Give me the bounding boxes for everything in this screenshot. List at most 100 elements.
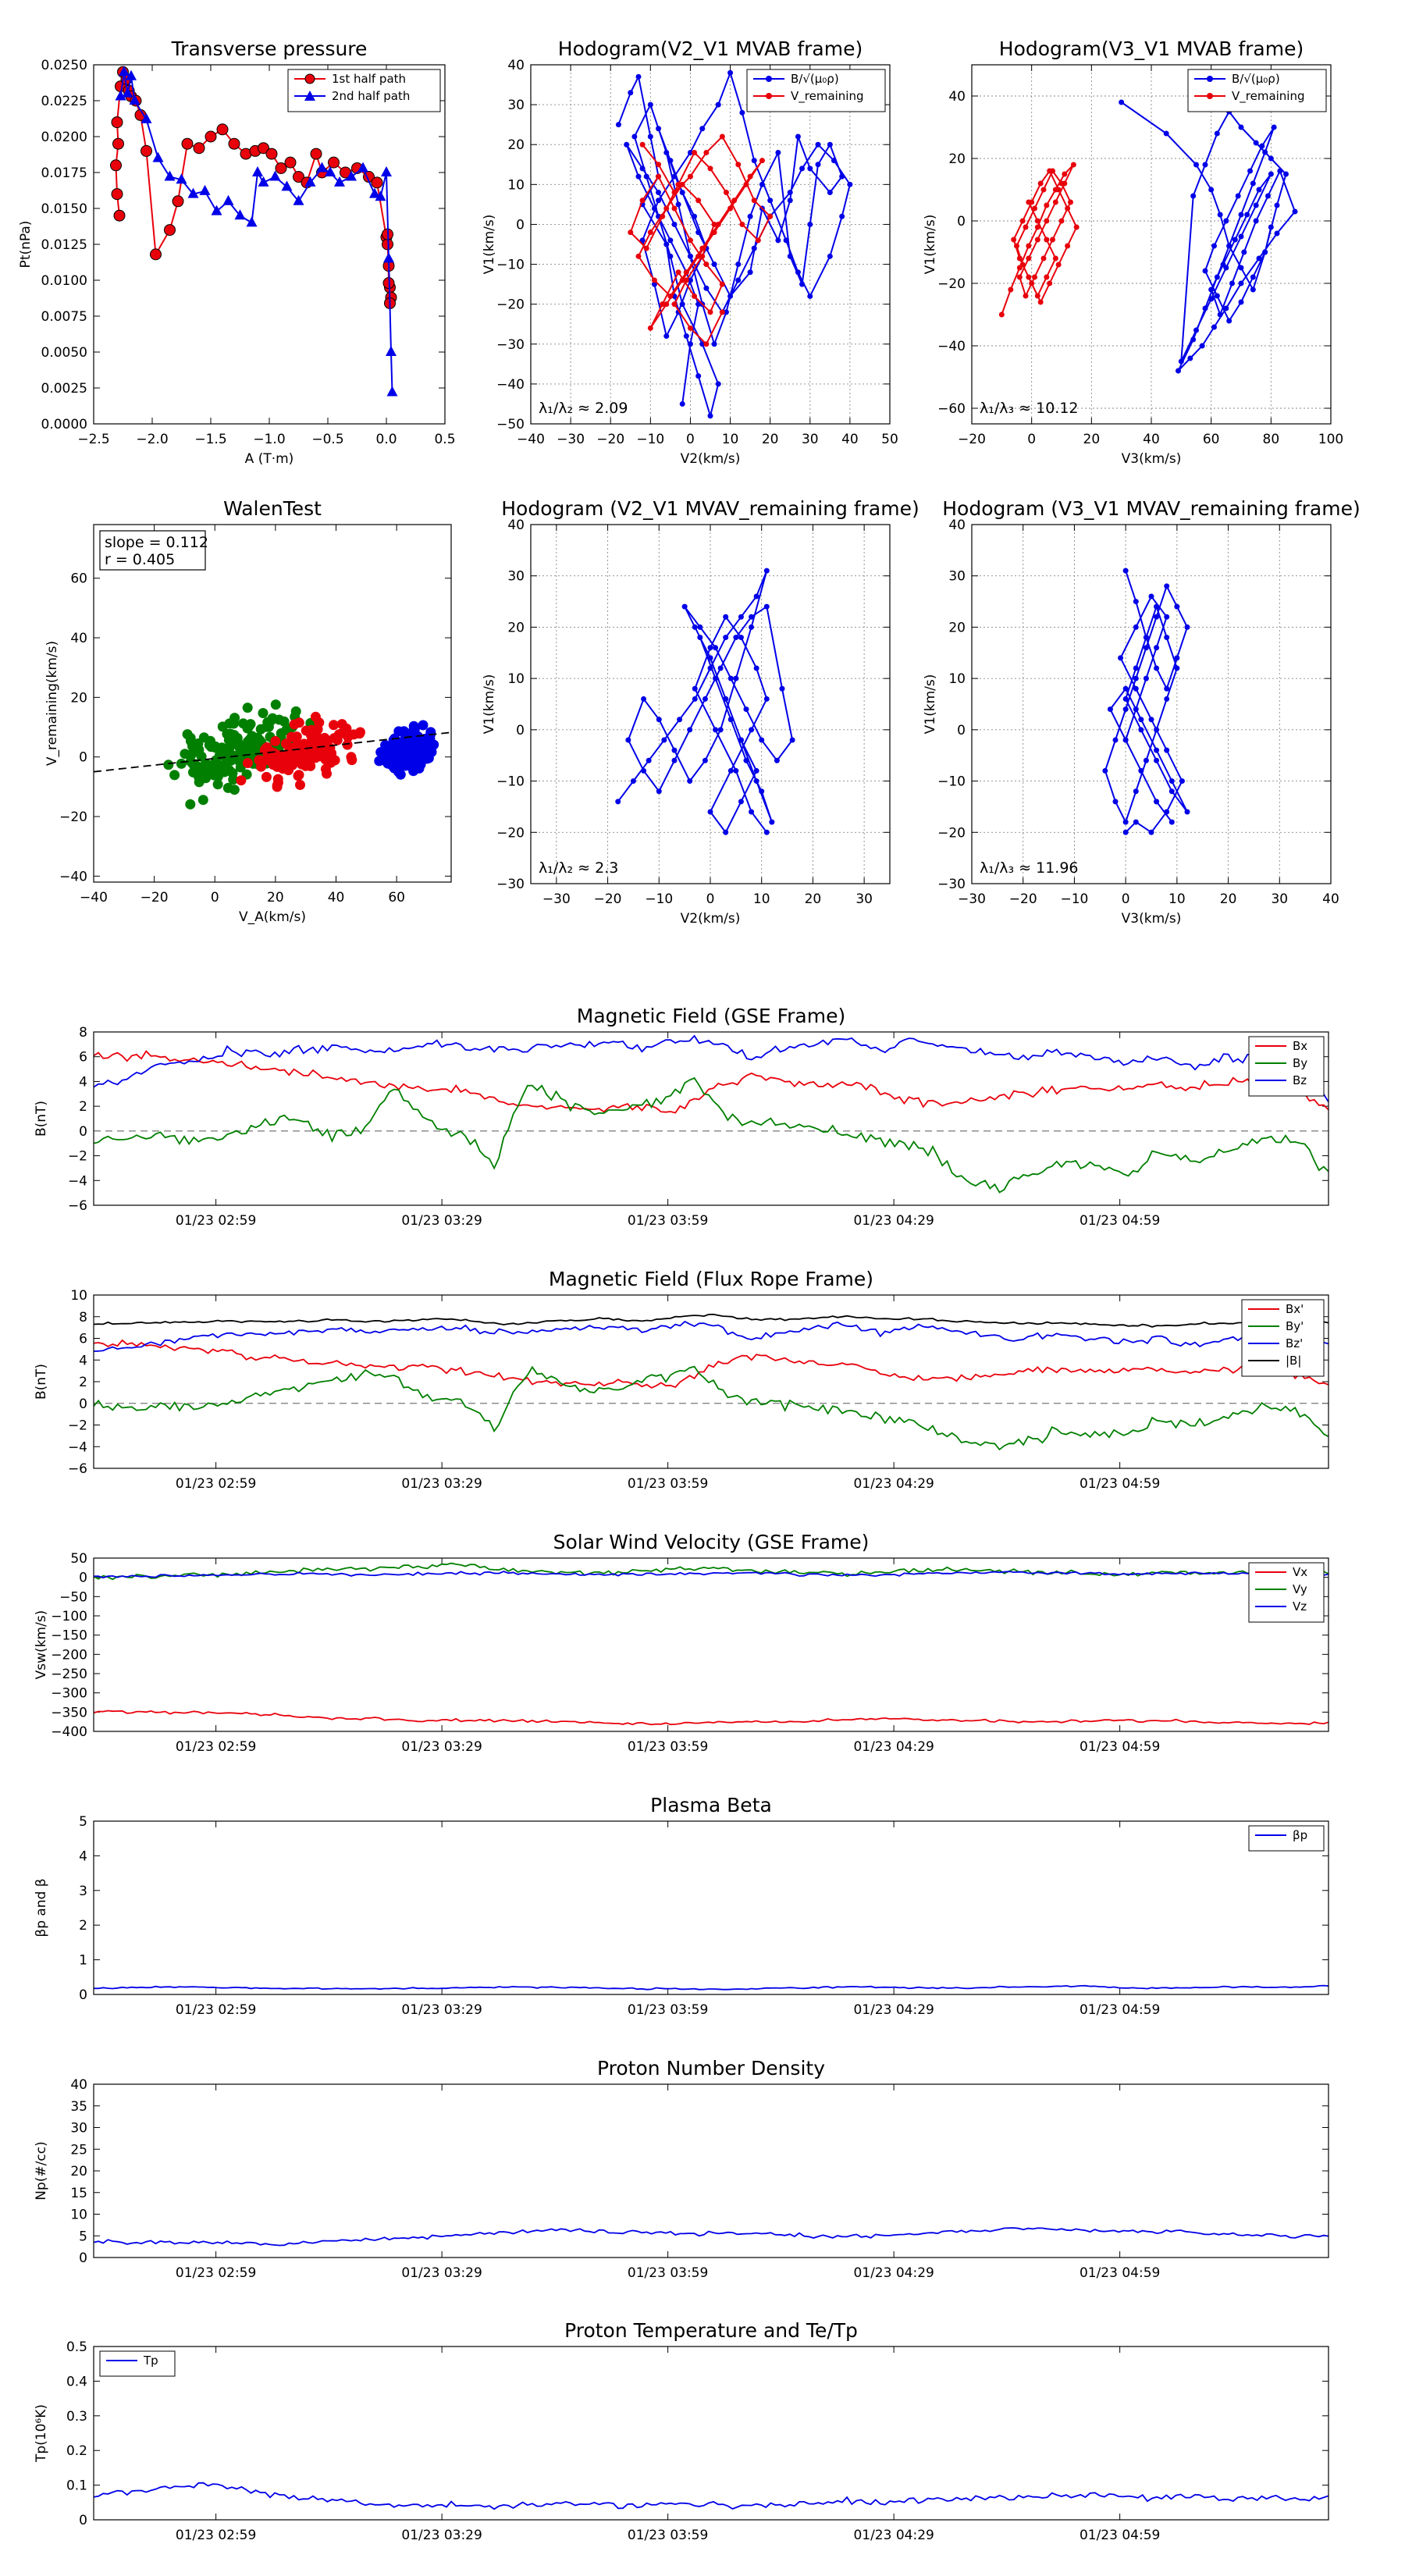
h4-point-V	[1122, 696, 1129, 702]
np-ytick-label: 5	[79, 2229, 87, 2244]
chart-h1: −40 −30 −20 −10 0 10 20 30 40 50−50−40−30−20−1001…	[482, 37, 898, 467]
h1-point-V_remaining	[692, 149, 698, 155]
walen-point-red	[295, 780, 305, 790]
beta-series-βp	[93, 1984, 1329, 1991]
bfr-series-Bx'	[93, 1339, 1329, 1389]
h4-point-V	[1154, 665, 1160, 671]
h4-point-V	[1138, 717, 1144, 723]
h2-xtick-label: 20	[1083, 432, 1101, 447]
bfr-legend-label: By'	[1286, 1319, 1304, 1333]
h1-point-B/√(μ₀ρ)	[671, 221, 678, 227]
h1-point-B/√(μ₀ρ)	[647, 133, 653, 140]
h1-point-B/√(μ₀ρ)	[663, 333, 670, 340]
h1-point-V_remaining	[755, 237, 761, 244]
h3-point-V	[707, 655, 713, 661]
h2-title: Hodogram(V3_V1 MVAB frame)	[999, 37, 1304, 60]
pt-point-2nd half path	[119, 66, 130, 76]
walen-point-green	[197, 795, 208, 806]
pt-point-2nd half path	[126, 69, 137, 80]
walen-point-green	[176, 758, 187, 769]
h1-point-V_remaining	[692, 293, 698, 299]
walen-xtick-label: 20	[267, 890, 284, 906]
walen-ytick-label: 0	[79, 750, 87, 766]
h2-point-B/√(μ₀ρ)	[1265, 193, 1271, 199]
h1-xlabel: V2(km/s)	[681, 451, 741, 467]
h3-point-V	[615, 799, 621, 805]
h1-point-B/√(μ₀ρ)	[687, 341, 693, 347]
vsw-legend-label: Vy	[1293, 1582, 1307, 1596]
h1-point-B/√(μ₀ρ)	[656, 197, 662, 204]
h1-point-B/√(μ₀ρ)	[679, 190, 685, 196]
h3-point-V	[749, 727, 755, 733]
h3-point-V	[723, 635, 729, 641]
h3-point-V	[759, 788, 765, 795]
h2-point-B/√(μ₀ρ)	[1238, 299, 1244, 305]
bgse-xtick-label: 01/23 04:59	[1080, 1213, 1160, 1229]
h4-point-V	[1118, 655, 1124, 661]
tp-legend-label: Tp	[143, 2354, 158, 2368]
h1-point-B/√(μ₀ρ)	[807, 165, 813, 172]
bgse-ytick-label: 8	[79, 1025, 87, 1041]
walen-ylabel: V_remaining(km/s)	[44, 641, 60, 766]
h3-point-V	[723, 829, 729, 835]
h1-point-B/√(μ₀ρ)	[827, 190, 833, 196]
pt-plot-area	[110, 66, 398, 397]
h2-point-B/√(μ₀ρ)	[1176, 368, 1181, 374]
h3-annotation: λ₁/λ₂ ≈ 2.3	[539, 859, 618, 877]
h1-point-B/√(μ₀ρ)	[663, 149, 670, 155]
h2-point-B/√(μ₀ρ)	[1229, 280, 1235, 286]
h3-frame	[530, 524, 891, 884]
walen-point-green	[187, 741, 197, 752]
h1-point-V_remaining	[647, 325, 653, 331]
h3-point-V	[723, 696, 729, 702]
walen-point-green	[169, 770, 180, 781]
pt-point-1st half path	[113, 209, 126, 222]
tp-ytick-label: 0.1	[66, 2478, 87, 2494]
h4-point-V	[1138, 767, 1144, 774]
bfr-legend: Bx' By' Bz' |B|	[1241, 1299, 1325, 1377]
h1-ytick-label: 10	[507, 177, 525, 193]
h1-legend-label: V_remaining	[791, 89, 864, 104]
h1-point-V_remaining	[767, 213, 774, 219]
chart-vsw: 01/23 02:59 01/23 03:29 01/23 03:59 01/23 0…	[34, 1531, 1329, 1755]
h1-point-V_remaining	[687, 173, 693, 180]
h2-point-B/√(μ₀ρ)	[1253, 140, 1259, 146]
h3-ytick-label: −10	[496, 774, 525, 790]
pt-point-1st half path	[275, 162, 287, 174]
pt-point-2nd half path	[140, 112, 152, 123]
h3-point-V	[763, 829, 770, 835]
h2-point-B/√(μ₀ρ)	[1241, 249, 1247, 255]
h2-point-B/√(μ₀ρ)	[1190, 336, 1197, 343]
tp-ytick-label: 0.5	[66, 2339, 87, 2355]
bfr-series-Bz'	[93, 1320, 1329, 1352]
h1-point-B/√(μ₀ρ)	[687, 149, 693, 155]
h1-point-V_remaining	[751, 197, 757, 204]
bfr-series-By'	[93, 1365, 1329, 1451]
h1-point-B/√(μ₀ρ)	[799, 165, 806, 172]
bgse-legend-label: Bz	[1293, 1073, 1307, 1087]
walen-point-green	[274, 714, 285, 725]
pt-point-1st half path	[258, 142, 269, 155]
vsw-xtick-label: 01/23 04:59	[1080, 1739, 1160, 1755]
h1-point-B/√(μ₀ρ)	[635, 173, 642, 180]
pt-point-2nd half path	[304, 176, 316, 187]
h3-point-V	[707, 809, 713, 815]
h1-xtick-label: 20	[762, 432, 779, 447]
h1-point-B/√(μ₀ρ)	[671, 173, 678, 180]
bfr-xtick-label: 01/23 04:59	[1080, 1476, 1160, 1492]
walen-point-green	[224, 718, 235, 729]
h4-plot-bg	[972, 525, 1331, 884]
h2-point-V_remaining	[1026, 199, 1032, 205]
h1-point-B/√(μ₀ρ)	[699, 341, 706, 347]
beta-xtick-label: 01/23 02:59	[176, 2002, 256, 2018]
h4-point-V	[1168, 778, 1175, 785]
h3-point-V	[753, 767, 759, 774]
pt-point-2nd half path	[369, 187, 380, 198]
h1-point-B/√(μ₀ρ)	[783, 237, 789, 244]
walen-xtick-label: 60	[388, 890, 405, 906]
h2-point-V_remaining	[1026, 255, 1032, 262]
pt-point-2nd half path	[246, 216, 258, 227]
bfr-xtick-label: 01/23 04:29	[853, 1476, 934, 1492]
h4-xtick-label: −30	[958, 891, 986, 907]
walen-point-green	[194, 777, 205, 788]
